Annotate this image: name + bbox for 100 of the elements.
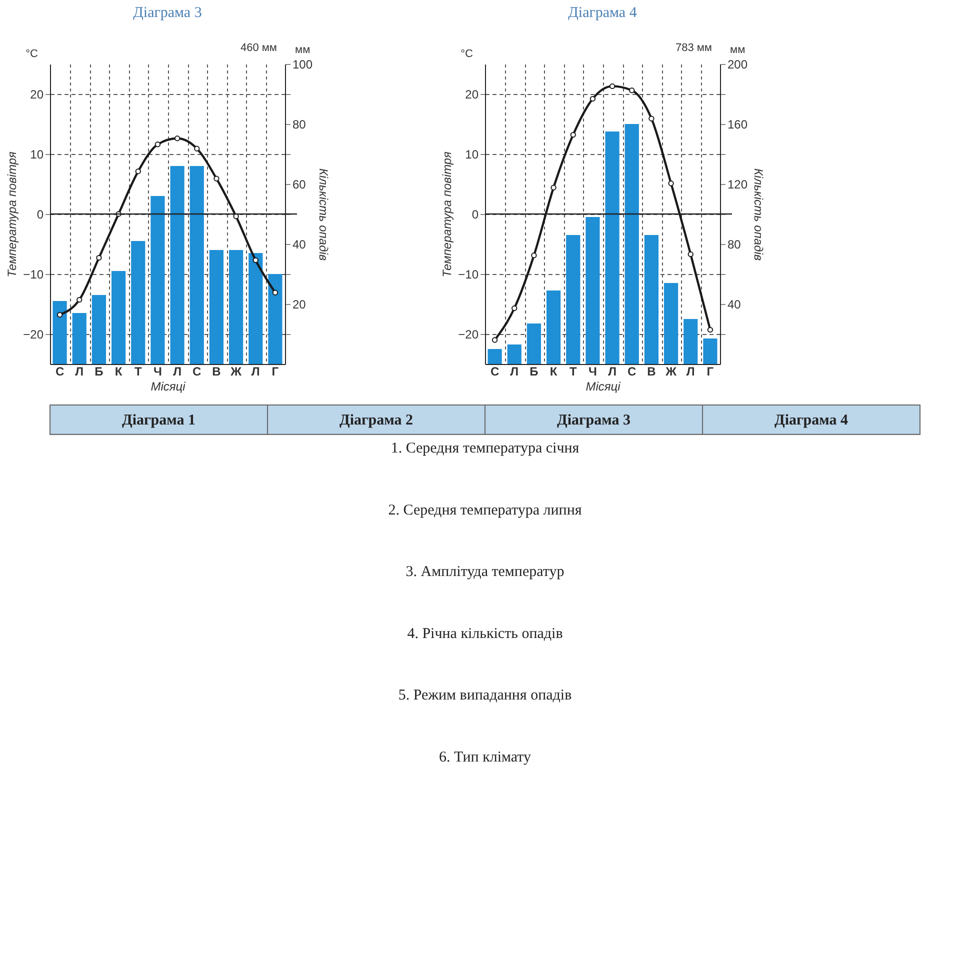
y2-tick-label: 100 bbox=[292, 58, 313, 72]
bar bbox=[131, 241, 146, 364]
y2-tick-label: 80 bbox=[728, 238, 742, 252]
x-tick-label: Б bbox=[530, 364, 539, 378]
chart-title: Діаграма 3 bbox=[133, 5, 202, 21]
text: мм bbox=[730, 44, 746, 56]
point bbox=[531, 252, 537, 258]
x-tick-label: Б bbox=[94, 364, 104, 378]
y-axis-title: Температура повітря bbox=[5, 151, 20, 278]
bar bbox=[228, 250, 244, 364]
x-tick-label: Ж bbox=[230, 364, 242, 378]
point bbox=[668, 180, 674, 186]
bar bbox=[190, 166, 204, 364]
x-tick-label: Л bbox=[173, 364, 182, 378]
bar bbox=[248, 253, 263, 364]
y-tick-label: −10 bbox=[458, 268, 479, 282]
bar bbox=[170, 166, 184, 364]
x-tick-label: С bbox=[490, 364, 500, 378]
bar bbox=[605, 132, 620, 364]
x-tick-label: Л bbox=[608, 364, 617, 378]
bar bbox=[526, 324, 542, 364]
point bbox=[272, 290, 278, 296]
x-tick-label: Т bbox=[134, 364, 142, 378]
y-tick-label: 0 bbox=[472, 208, 479, 222]
bar bbox=[624, 124, 639, 364]
y-axis-title: Температура повітря bbox=[440, 151, 454, 278]
bar bbox=[268, 274, 282, 364]
y-tick-label: 10 bbox=[465, 148, 479, 162]
chart-title: Діаграма 4 bbox=[568, 5, 638, 21]
y-tick-label: −20 bbox=[458, 328, 479, 342]
point bbox=[96, 254, 102, 261]
bar bbox=[209, 250, 224, 364]
point bbox=[590, 96, 596, 102]
x-tick-label: Т bbox=[569, 364, 578, 378]
point bbox=[629, 88, 635, 94]
y-tick-label: 10 bbox=[30, 148, 44, 162]
bar bbox=[703, 338, 718, 364]
y2-tick-label: 120 bbox=[728, 178, 748, 192]
y-tick-label: 20 bbox=[465, 88, 479, 102]
x-axis-title: Місяці bbox=[150, 380, 186, 394]
bar bbox=[644, 235, 659, 364]
point bbox=[609, 83, 616, 90]
point bbox=[56, 312, 63, 318]
y2-axis-title: Кількість опадів bbox=[752, 168, 766, 261]
category-label: Діаграма 3 bbox=[556, 412, 631, 429]
x-tick-label: Ж bbox=[664, 364, 677, 378]
x-tick-label: Л bbox=[510, 364, 519, 378]
y-tick-label: 0 bbox=[36, 208, 44, 222]
y2-tick-label: 20 bbox=[292, 298, 306, 312]
point bbox=[648, 116, 654, 122]
bar bbox=[72, 313, 86, 364]
text: 6. Тип клімату bbox=[438, 749, 532, 766]
bar bbox=[507, 344, 522, 364]
y-tick-label: −20 bbox=[23, 328, 44, 342]
point bbox=[707, 326, 714, 333]
y2-tick-label: 40 bbox=[728, 298, 742, 312]
text: 4. Річна кількість опадів bbox=[407, 626, 563, 642]
text: 460 мм bbox=[240, 42, 277, 54]
bar bbox=[92, 295, 106, 364]
x-tick-label: С bbox=[55, 364, 64, 378]
x-tick-label: Л bbox=[251, 364, 260, 378]
x-tick-label: Г bbox=[706, 364, 714, 378]
bar bbox=[566, 235, 580, 364]
point bbox=[135, 168, 141, 174]
bar bbox=[586, 217, 600, 364]
text: °C bbox=[26, 48, 38, 60]
y2-tick-label: 40 bbox=[292, 238, 306, 252]
text: 1. Середня температура січня bbox=[390, 440, 580, 457]
point bbox=[154, 142, 161, 148]
y2-tick-label: 60 bbox=[292, 178, 306, 192]
x-axis-title: Місяці bbox=[586, 380, 621, 394]
point bbox=[214, 176, 220, 182]
point bbox=[570, 132, 576, 138]
point bbox=[512, 305, 518, 312]
x-tick-label: Л bbox=[75, 364, 84, 378]
bar bbox=[52, 301, 67, 364]
category-label: Діаграма 1 bbox=[122, 412, 196, 429]
x-tick-label: К bbox=[114, 364, 123, 378]
text: 783 мм bbox=[675, 42, 712, 54]
bar bbox=[488, 349, 502, 364]
y2-tick-label: 80 bbox=[292, 118, 306, 132]
point bbox=[688, 251, 694, 258]
x-tick-label: Ч bbox=[153, 364, 162, 378]
point bbox=[550, 184, 556, 190]
text: °C bbox=[460, 48, 474, 60]
y-tick-label: 20 bbox=[30, 88, 44, 102]
bar bbox=[684, 319, 698, 364]
bar bbox=[111, 271, 126, 364]
y2-tick-label: 160 bbox=[728, 118, 748, 132]
x-tick-label: С bbox=[628, 364, 637, 378]
bar bbox=[546, 290, 561, 364]
category-label: Діаграма 4 bbox=[774, 412, 848, 429]
category-label: Діаграма 2 bbox=[339, 412, 414, 429]
point bbox=[174, 136, 180, 142]
point bbox=[194, 146, 200, 152]
y2-axis-title: Кількість опадів bbox=[316, 168, 331, 261]
x-tick-label: Ч bbox=[588, 364, 597, 378]
x-tick-label: Л bbox=[686, 364, 695, 378]
x-tick-label: В bbox=[647, 364, 656, 378]
bar bbox=[664, 283, 678, 364]
